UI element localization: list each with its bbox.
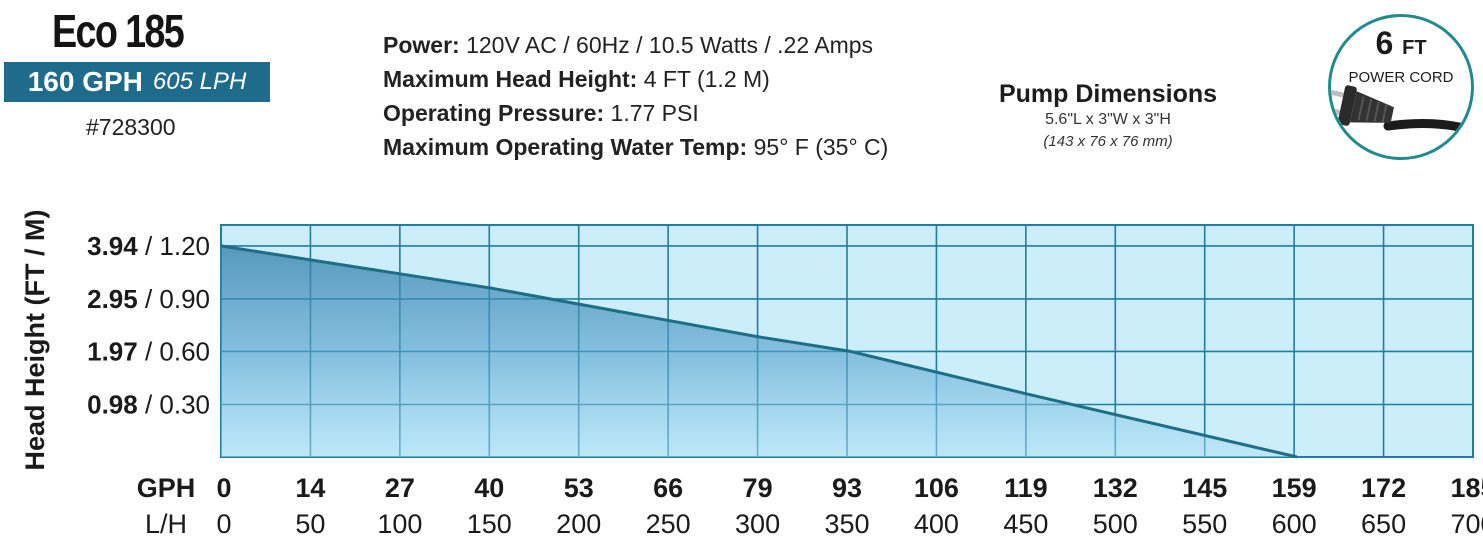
x-tick-lh: 500	[1093, 509, 1138, 539]
spec-label: Operating Pressure:	[383, 100, 605, 126]
flow-gph: 160 GPH	[27, 66, 143, 97]
x-tick-lh: 700	[1450, 509, 1483, 539]
x-tick-gph: 145	[1182, 473, 1227, 503]
spec-water-temp: Maximum Operating Water Temp: 95° F (35°…	[383, 130, 888, 164]
performance-curve-line	[220, 244, 1298, 459]
power-plug-icon	[1331, 85, 1471, 135]
x-tick-lh: 350	[824, 509, 869, 539]
x-tick-lh: 50	[295, 509, 325, 539]
spec-label: Power:	[383, 32, 460, 58]
cord-length-unit: FT	[1402, 37, 1427, 59]
x-tick-gph: 0	[216, 473, 231, 503]
x-tick-gph: 119	[1004, 473, 1048, 503]
y-tick-labels: 3.94 / 1.20 2.95 / 0.90 1.97 / 0.60 0.98 / …	[87, 231, 210, 420]
spec-list: Power: 120V AC / 60Hz / 10.5 Watts / .22…	[383, 28, 888, 164]
x-tick-lh: 450	[1003, 509, 1048, 539]
dimensions-heading: Pump Dimensions	[998, 80, 1218, 108]
cord-label: POWER CORD	[1348, 69, 1454, 86]
x-tick-lh: 150	[467, 509, 512, 539]
dimensions-metric: (143 x 76 x 76 mm)	[1043, 133, 1173, 150]
x-tick-gph: 159	[1272, 473, 1317, 503]
x-tick-lh: 400	[914, 509, 959, 539]
x-tick-gph: 79	[743, 473, 773, 503]
x-tick-labels: 0 0 14 50 27 100 40 150 53 200 66 250 79 300 93 350 106 4…	[216, 473, 1483, 539]
x-tick-gph: 14	[295, 473, 325, 503]
x-tick-gph: 53	[564, 473, 594, 503]
spec-power: Power: 120V AC / 60Hz / 10.5 Watts / .22…	[383, 28, 888, 62]
y-tick-label: 3.94 / 1.20	[87, 231, 210, 261]
spec-head-height: Maximum Head Height: 4 FT (1.2 M)	[383, 62, 888, 96]
y-tick-label: 1.97 / 0.60	[87, 336, 210, 366]
x-tick-gph: 40	[474, 473, 504, 503]
y-tick-label: 2.95 / 0.90	[87, 284, 210, 314]
performance-curve-area	[221, 245, 1297, 457]
x-tick-lh: 650	[1361, 509, 1406, 539]
x-axis-label-gph: GPH	[137, 473, 196, 503]
spec-pressure: Operating Pressure: 1.77 PSI	[383, 96, 888, 130]
x-tick-gph: 27	[385, 473, 415, 503]
cord-length: 6 FT	[1331, 25, 1471, 62]
flow-rate-badge: 160 GPH 605 LPH	[4, 62, 270, 102]
y-axis-label: Head Height (FT / M)	[20, 210, 50, 471]
x-tick-lh: 250	[646, 509, 691, 539]
pump-dimensions: Pump Dimensions 5.6"L x 3"W x 3"H (143 x…	[990, 80, 1226, 150]
x-tick-lh: 200	[556, 509, 601, 539]
x-tick-lh: 100	[377, 509, 422, 539]
x-axis-label-lh: L/H	[145, 509, 187, 539]
y-tick-label: 0.98 / 0.30	[87, 389, 210, 419]
cord-length-value: 6	[1375, 25, 1394, 61]
spec-value: 120V AC / 60Hz / 10.5 Watts / .22 Amps	[459, 32, 874, 58]
spec-value: 1.77 PSI	[604, 100, 699, 126]
spec-label: Maximum Head Height:	[383, 66, 638, 92]
x-tick-gph: 132	[1093, 473, 1138, 503]
flow-lph: 605 LPH	[152, 68, 247, 95]
dimensions-imperial: 5.6"L x 3"W x 3"H	[1045, 111, 1171, 128]
spec-label: Maximum Operating Water Temp:	[383, 134, 748, 160]
x-tick-gph: 106	[914, 473, 959, 503]
x-tick-lh: 0	[216, 509, 231, 539]
power-cord-badge: 6 FT POWER CORD	[1328, 14, 1474, 160]
x-tick-gph: 66	[653, 473, 683, 503]
x-tick-gph: 93	[832, 473, 862, 503]
x-tick-lh: 300	[735, 509, 780, 539]
product-sku: #728300	[86, 114, 176, 140]
spec-value: 95° F (35° C)	[747, 134, 889, 160]
x-tick-gph: 185	[1450, 473, 1483, 503]
x-tick-lh: 600	[1272, 509, 1317, 539]
x-tick-gph: 172	[1361, 473, 1406, 503]
spec-value: 4 FT (1.2 M)	[637, 66, 770, 92]
x-tick-lh: 550	[1182, 509, 1227, 539]
product-title: Eco 185	[52, 5, 185, 57]
